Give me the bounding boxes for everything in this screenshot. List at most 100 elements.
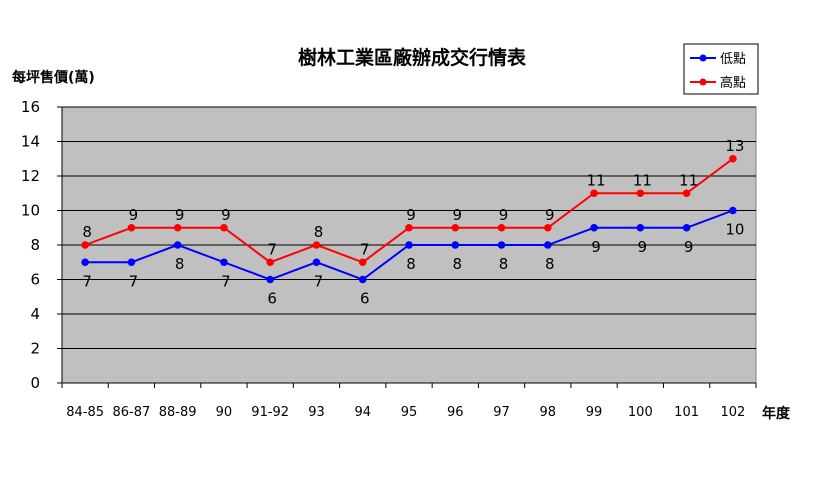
data-point	[451, 241, 460, 249]
x-axis-label: 年度	[762, 405, 791, 422]
legend-marker-low	[699, 54, 707, 62]
data-point	[405, 241, 413, 249]
data-label: 7	[267, 240, 277, 258]
data-point	[590, 223, 598, 232]
data-point	[266, 275, 275, 284]
data-label: 8	[82, 223, 92, 241]
data-label: 11	[679, 171, 698, 189]
data-label: 8	[499, 255, 509, 273]
legend-label-high: 高點	[720, 75, 746, 91]
data-point	[220, 223, 228, 232]
data-label: 9	[545, 206, 555, 224]
y-tick-label: 12	[21, 167, 40, 185]
data-label: 9	[591, 238, 601, 256]
data-label: 8	[452, 255, 462, 273]
data-point	[497, 241, 506, 249]
data-point	[451, 223, 460, 232]
x-tick-label: 91-92	[251, 405, 289, 420]
x-tick-label: 93	[308, 405, 325, 420]
legend-label-low: 低點	[720, 52, 746, 67]
data-label: 8	[314, 223, 324, 241]
data-point	[636, 223, 645, 232]
data-point	[220, 258, 228, 267]
y-tick-label: 16	[21, 98, 40, 116]
data-label: 9	[175, 206, 185, 224]
data-label: 6	[360, 290, 370, 308]
data-labels: 7 7 8 7 6 7 6 8 8 8 8 9 9 9 10 8 9 9 9 7 8 7 9 9 9 9 11 11 11 13	[82, 137, 744, 308]
data-point	[312, 258, 321, 267]
legend-marker-high	[699, 78, 707, 86]
data-label: 7	[82, 272, 92, 290]
data-point	[358, 275, 367, 284]
x-tick-label: 100	[628, 405, 653, 420]
x-tick-label: 101	[674, 405, 699, 420]
data-point	[682, 189, 691, 198]
x-tick-label: 90	[216, 405, 233, 420]
data-point	[358, 258, 367, 267]
data-label: 11	[587, 171, 606, 189]
data-point	[544, 223, 552, 232]
data-point	[266, 258, 275, 267]
data-point	[729, 206, 737, 215]
gridlines	[62, 106, 756, 349]
x-tick-label: 84-85	[66, 405, 104, 420]
data-point	[81, 241, 89, 249]
y-tick-label: 0	[30, 374, 40, 392]
data-label: 9	[221, 206, 231, 224]
chart-title: 樹林工業區廠辦成交行情表	[298, 46, 527, 69]
y-tick-label: 2	[30, 340, 40, 358]
data-label: 7	[360, 240, 370, 258]
x-tick-label: 86-87	[113, 405, 151, 420]
data-point	[682, 223, 691, 232]
data-point	[636, 189, 645, 198]
x-tick-label: 96	[447, 405, 464, 420]
data-label: 9	[406, 206, 416, 224]
x-tick-label: 102	[720, 405, 745, 420]
y-axis-label: 每坪售價(萬)	[12, 69, 95, 86]
data-label: 9	[452, 206, 462, 224]
legend: 低點 高點	[683, 43, 759, 95]
data-point	[127, 223, 136, 232]
y-tick-labels: 0 2 4 6 8 10 12 14 16	[21, 98, 40, 392]
data-label: 9	[638, 238, 648, 256]
data-label: 7	[221, 272, 231, 290]
x-tick-labels: 84-85 86-87 88-89 90 91-92 93 94 95 96 97 98 99 100 1…	[66, 405, 745, 420]
x-tick-label: 97	[493, 405, 510, 420]
data-label: 13	[725, 137, 744, 155]
data-point	[405, 223, 413, 232]
data-point	[590, 189, 598, 198]
data-label: 8	[545, 255, 555, 273]
data-point	[312, 241, 321, 249]
data-point	[173, 223, 182, 232]
data-label: 8	[406, 255, 416, 273]
y-tick-label: 8	[30, 236, 40, 254]
y-tick-label: 14	[21, 133, 40, 151]
data-label: 9	[684, 238, 694, 256]
data-label: 9	[499, 206, 509, 224]
data-point	[497, 223, 506, 232]
axes	[57, 106, 757, 388]
data-point	[544, 241, 552, 249]
data-label: 10	[725, 221, 744, 239]
data-label: 7	[314, 272, 324, 290]
data-label: 9	[129, 206, 139, 224]
data-label: 11	[633, 171, 652, 189]
data-label: 6	[267, 290, 277, 308]
x-tick-label: 98	[540, 405, 557, 420]
legend-box	[683, 43, 759, 95]
data-point	[173, 241, 182, 249]
data-point	[729, 154, 737, 163]
data-label: 7	[129, 272, 139, 290]
x-tick-label: 95	[401, 405, 418, 420]
x-tick-label: 88-89	[159, 405, 197, 420]
x-tick-label: 99	[586, 405, 603, 420]
series	[81, 154, 737, 284]
y-tick-label: 6	[30, 271, 40, 289]
y-tick-label: 10	[21, 202, 40, 220]
y-tick-label: 4	[30, 305, 40, 323]
data-point	[127, 258, 136, 267]
data-label: 8	[175, 255, 185, 273]
x-tick-label: 94	[354, 405, 371, 420]
data-point	[81, 258, 89, 267]
